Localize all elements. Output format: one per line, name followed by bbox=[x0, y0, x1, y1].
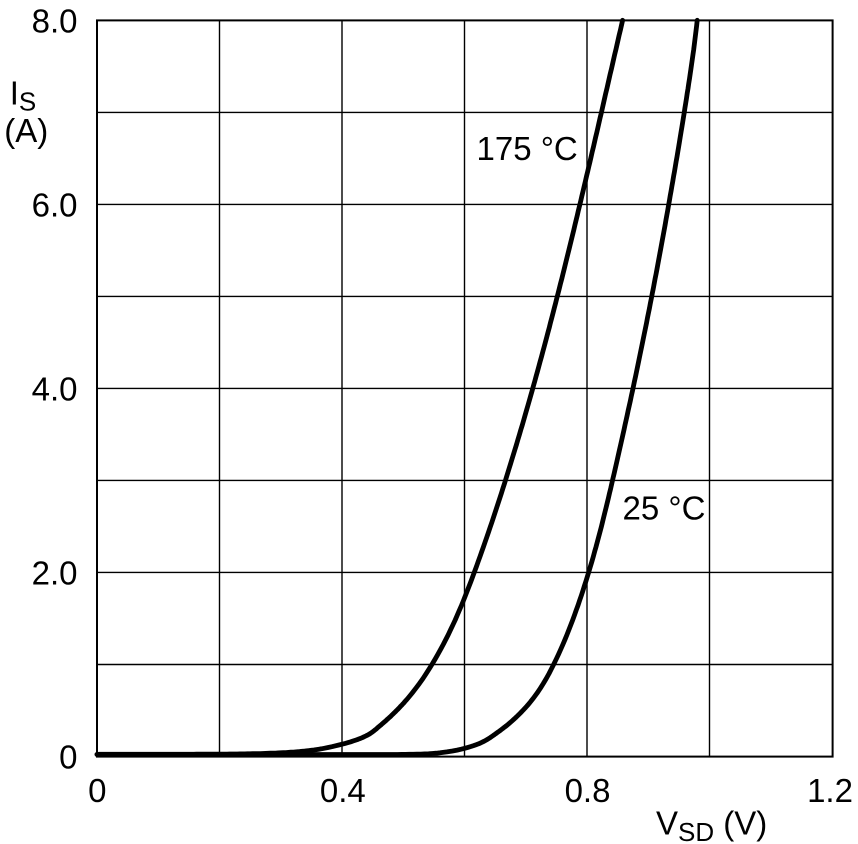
svg-text:2.0: 2.0 bbox=[32, 554, 78, 591]
svg-text:VSD (V): VSD (V) bbox=[656, 805, 767, 844]
svg-text:25 °C: 25 °C bbox=[623, 490, 706, 527]
svg-text:IS: IS bbox=[10, 74, 37, 116]
svg-text:0: 0 bbox=[88, 772, 106, 809]
svg-text:6.0: 6.0 bbox=[32, 186, 78, 223]
svg-text:0.4: 0.4 bbox=[320, 772, 366, 809]
svg-text:1.2: 1.2 bbox=[807, 772, 853, 809]
svg-text:8.0: 8.0 bbox=[32, 2, 78, 39]
svg-text:0: 0 bbox=[59, 739, 77, 776]
svg-text:175 °C: 175 °C bbox=[477, 130, 578, 167]
svg-text:4.0: 4.0 bbox=[32, 370, 78, 407]
svg-text:0.8: 0.8 bbox=[565, 772, 611, 809]
svg-text:(A): (A) bbox=[4, 112, 48, 149]
